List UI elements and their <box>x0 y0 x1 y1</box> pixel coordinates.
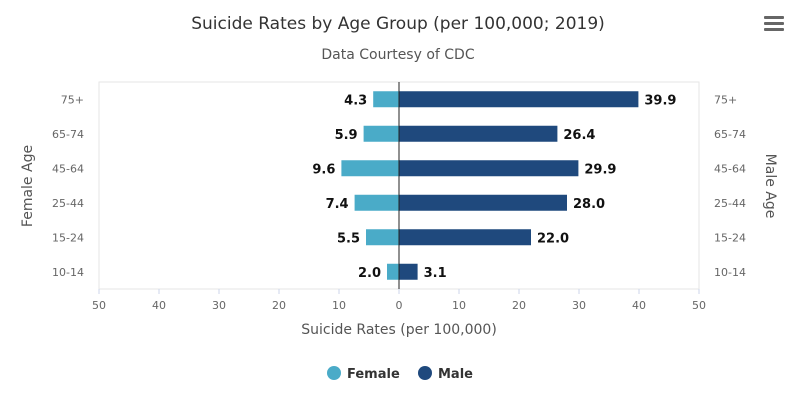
legend-label-female: Female <box>347 367 400 382</box>
bar-male <box>399 229 531 246</box>
chart-title: Suicide Rates by Age Group (per 100,000;… <box>191 14 605 34</box>
category-label-left: 15-24 <box>52 231 84 244</box>
data-label-female: 5.5 <box>337 231 360 246</box>
x-tick-label: 10 <box>332 299 346 312</box>
data-label-male: 29.9 <box>584 162 616 177</box>
x-tick-label: 30 <box>572 299 586 312</box>
x-axis-title: Suicide Rates (per 100,000) <box>301 322 497 338</box>
category-label-right: 15-24 <box>714 231 746 244</box>
category-label-right: 45-64 <box>714 162 746 175</box>
category-label-right: 75+ <box>714 93 737 106</box>
data-label-female: 5.9 <box>335 128 358 143</box>
bar-male <box>399 91 639 108</box>
data-labels-group: 4.3 39.9 5.9 26.4 9.6 29.9 7.4 28.0 5.5 22.0 2.0 3.… <box>312 93 676 281</box>
data-label-female: 4.3 <box>344 93 367 108</box>
x-tick-label: 50 <box>692 299 706 312</box>
x-tick-label: 40 <box>632 299 646 312</box>
data-label-male: 28.0 <box>573 197 605 212</box>
data-label-female: 9.6 <box>312 162 335 177</box>
category-label-left: 10-14 <box>52 266 84 279</box>
hamburger-menu-icon[interactable] <box>764 16 784 34</box>
menu-line <box>764 22 784 25</box>
bars-group <box>341 91 639 280</box>
y-axis-left-labels: 75+ 65-74 45-64 25-44 15-24 10-14 <box>52 93 84 279</box>
legend-item-female[interactable]: Female <box>327 366 400 382</box>
category-label-right: 10-14 <box>714 266 746 279</box>
menu-line <box>764 16 784 19</box>
x-tick-label: 20 <box>272 299 286 312</box>
legend-label-male: Male <box>438 367 473 382</box>
y-axis-right-title: Male Age <box>762 154 778 219</box>
category-label-left: 65-74 <box>52 128 84 141</box>
category-label-right: 65-74 <box>714 128 746 141</box>
x-tick-label: 50 <box>92 299 106 312</box>
x-tick-label: 20 <box>512 299 526 312</box>
x-tick-label: 30 <box>212 299 226 312</box>
bar-female <box>363 125 399 142</box>
data-label-male: 26.4 <box>563 128 595 143</box>
legend-marker-female <box>327 366 341 380</box>
legend-item-male[interactable]: Male <box>418 366 473 382</box>
menu-line <box>764 28 784 31</box>
bar-male <box>399 125 558 142</box>
bar-male <box>399 194 567 211</box>
data-label-male: 39.9 <box>644 93 676 108</box>
bar-female <box>387 263 399 280</box>
bar-male <box>399 263 418 280</box>
x-tick-label: 0 <box>396 299 403 312</box>
data-label-male: 22.0 <box>537 231 569 246</box>
bar-female <box>341 160 399 177</box>
data-label-male: 3.1 <box>424 266 447 281</box>
data-label-female: 2.0 <box>358 266 381 281</box>
y-axis-right-labels: 75+ 65-74 45-64 25-44 15-24 10-14 <box>714 93 746 279</box>
y-axis-left-title: Female Age <box>20 145 36 227</box>
category-label-left: 75+ <box>61 93 84 106</box>
x-tick-label: 10 <box>452 299 466 312</box>
data-label-female: 7.4 <box>326 197 349 212</box>
bar-female <box>354 194 399 211</box>
category-label-right: 25-44 <box>714 197 746 210</box>
legend-marker-male <box>418 366 432 380</box>
chart-subtitle: Data Courtesy of CDC <box>321 47 474 63</box>
category-label-left: 45-64 <box>52 162 84 175</box>
category-label-left: 25-44 <box>52 197 84 210</box>
x-axis-ticks: 50 40 30 20 10 0 10 20 30 40 50 <box>92 289 706 312</box>
bar-female <box>366 229 399 246</box>
x-tick-label: 40 <box>152 299 166 312</box>
legend: Female Male <box>327 366 473 382</box>
bar-male <box>399 160 579 177</box>
bar-female <box>373 91 399 108</box>
